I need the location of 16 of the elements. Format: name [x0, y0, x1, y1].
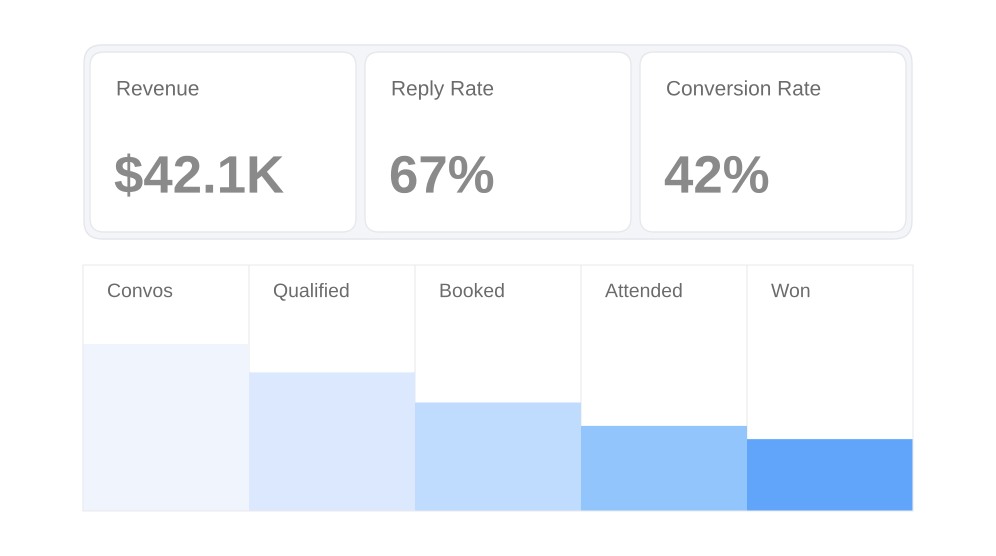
x-tick-label: Convos	[108, 284, 172, 298]
bar	[415, 402, 581, 511]
category-label: Reply Rate	[392, 80, 494, 100]
text: 42%	[664, 156, 768, 194]
text: 67%	[390, 156, 494, 194]
text: $42.1K	[114, 153, 284, 197]
category-label: Conversion Rate	[667, 80, 820, 96]
x-tick-label: Won	[771, 284, 810, 298]
bar	[747, 439, 913, 511]
x-tick-label: Qualified	[274, 282, 348, 301]
x-tick-label: Booked	[440, 282, 504, 298]
bar	[249, 372, 415, 511]
x-tick-label: Attended	[605, 282, 682, 298]
bar	[581, 426, 747, 511]
bar	[83, 344, 249, 511]
category-label: Revenue	[118, 81, 198, 96]
